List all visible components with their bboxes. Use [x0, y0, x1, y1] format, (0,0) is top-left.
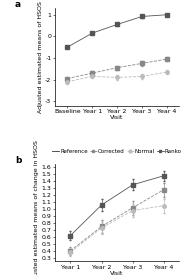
Y-axis label: Adjusted estimated means of change in HSOS: Adjusted estimated means of change in HS… [34, 140, 40, 275]
Legend: Reference, Corrected, Normal, Ranko: Reference, Corrected, Normal, Ranko [50, 146, 183, 156]
Y-axis label: Adjusted estimated means of HSOS: Adjusted estimated means of HSOS [38, 1, 43, 113]
Text: a: a [15, 1, 21, 9]
Text: b: b [15, 156, 21, 165]
X-axis label: Visit: Visit [110, 116, 124, 120]
X-axis label: Visit: Visit [110, 271, 124, 275]
